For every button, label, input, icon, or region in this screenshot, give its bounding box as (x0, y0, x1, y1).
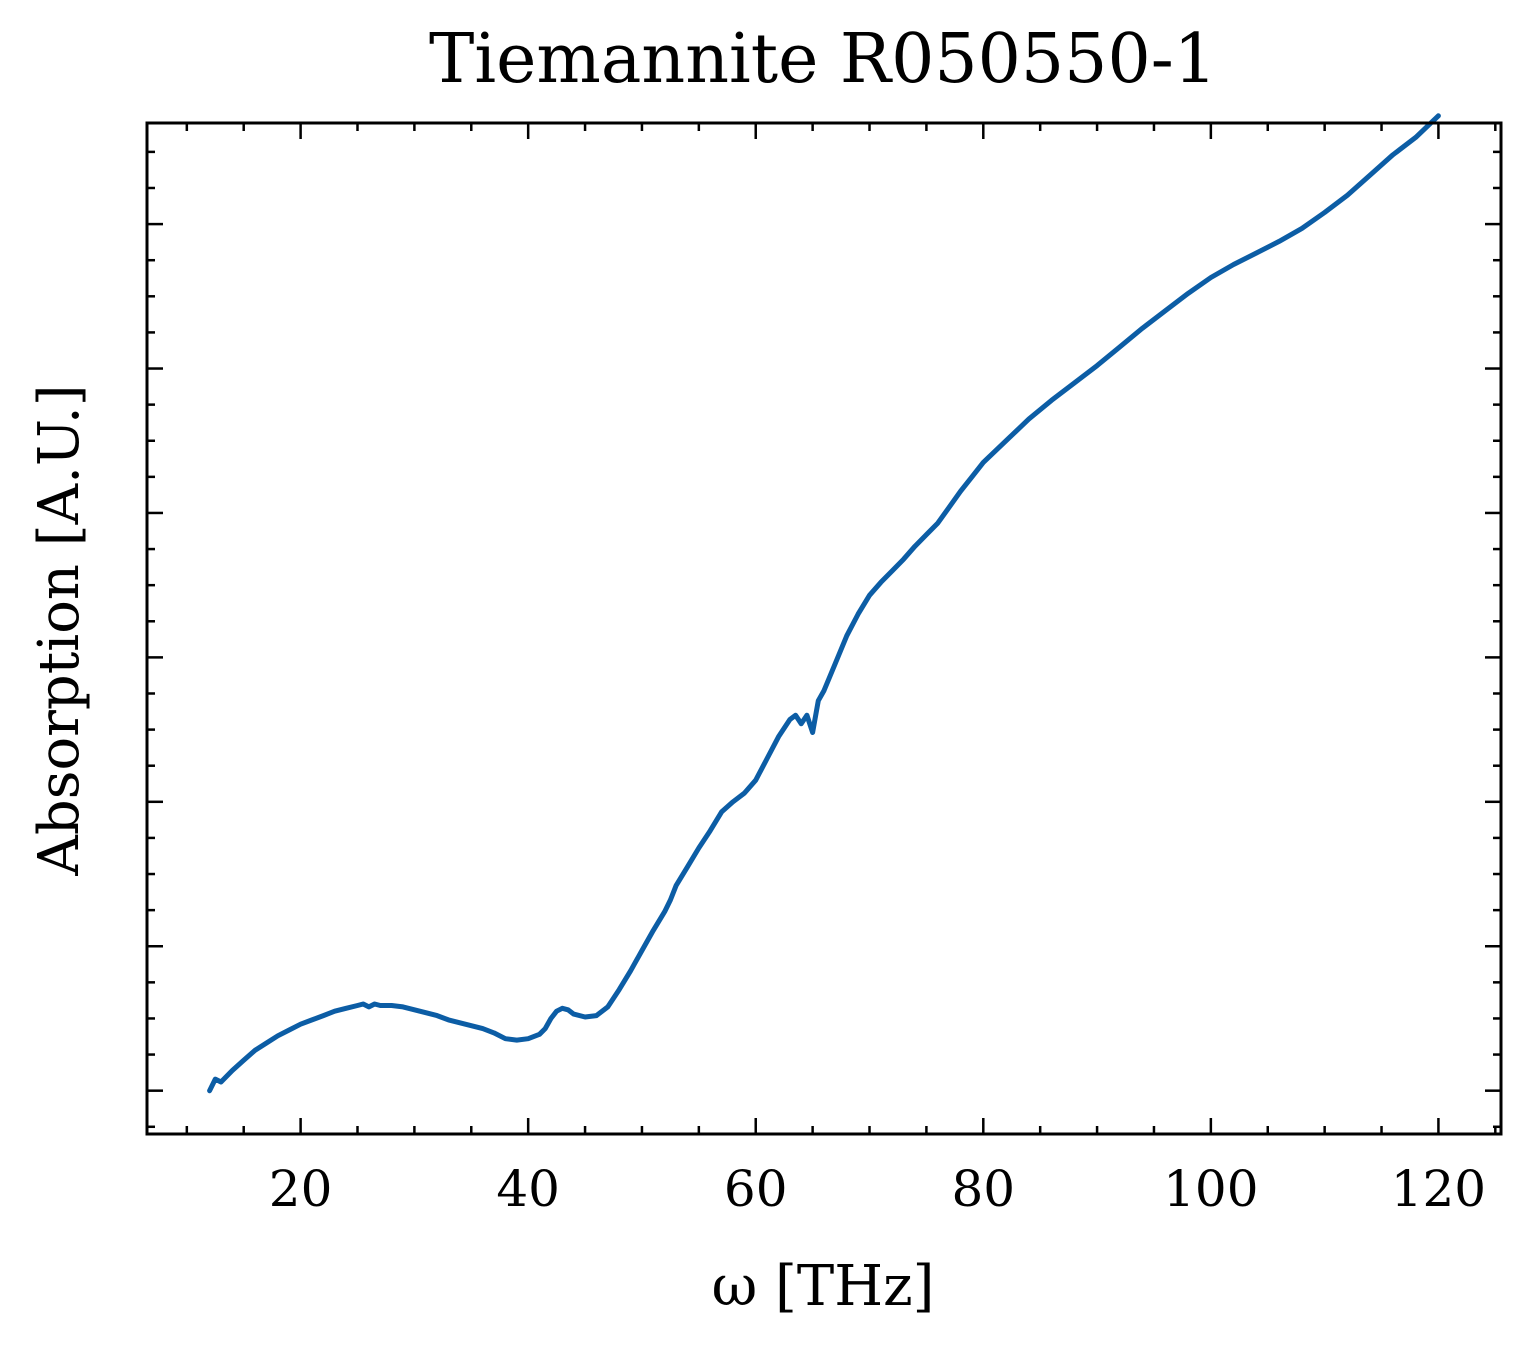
x-tick-label: 60 (724, 1160, 788, 1218)
y-axis-label: Absorption [A.U.] (27, 384, 92, 876)
x-tick-label: 20 (269, 1160, 333, 1218)
x-tick-label: 40 (496, 1160, 560, 1218)
ticks-layer: 20 40 60 80 100 120 (147, 123, 1501, 1218)
x-tick-label: 100 (1163, 1160, 1258, 1218)
absorption-series-line (207, 113, 1441, 1094)
x-tick-label: 80 (951, 1160, 1015, 1218)
series-layer (207, 113, 1441, 1094)
plot-frame (145, 121, 1503, 1136)
x-tick-label: 120 (1391, 1160, 1486, 1218)
x-axis-label: ω [THz] (712, 1254, 935, 1319)
chart-title: Tiemannite R050550-1 (429, 20, 1217, 99)
